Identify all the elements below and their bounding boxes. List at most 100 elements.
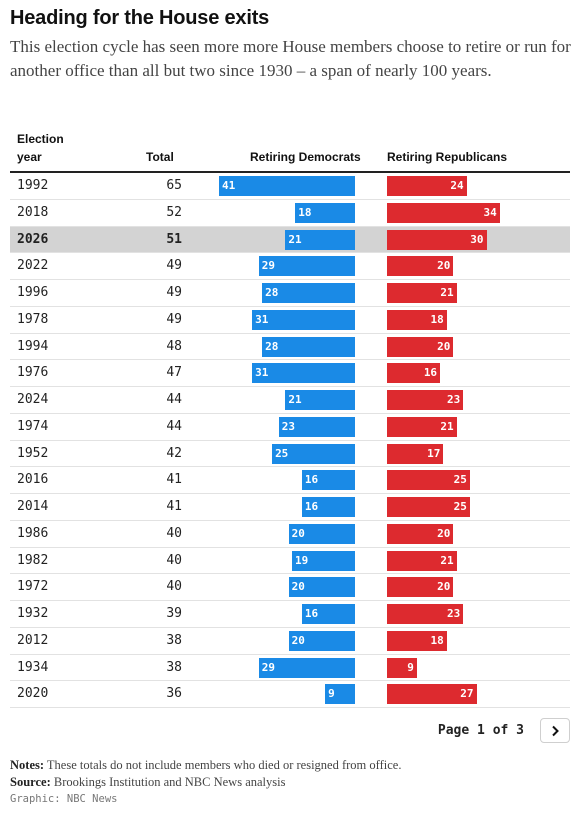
graphic-credit: Graphic: NBC News bbox=[10, 793, 118, 805]
total-cell: 41 bbox=[166, 499, 182, 514]
republican-bar-label: 27 bbox=[460, 687, 474, 701]
total-cell: 39 bbox=[166, 606, 182, 621]
next-page-button[interactable] bbox=[540, 718, 570, 743]
year-cell: 2026 bbox=[17, 231, 49, 247]
democrat-bar-label: 16 bbox=[304, 500, 319, 513]
republican-bar: 34 bbox=[387, 202, 500, 223]
year-cell: 1978 bbox=[17, 311, 49, 327]
democrat-bar-label: 16 bbox=[304, 607, 319, 620]
source-text: Brookings Institution and NBC News analy… bbox=[50, 775, 286, 789]
year-cell: 1972 bbox=[17, 579, 49, 595]
republican-bar-label: 21 bbox=[440, 419, 454, 433]
table-row: 1978 49 31 18 bbox=[10, 307, 570, 334]
year-cell: 2024 bbox=[17, 392, 49, 407]
democrat-bar: 9 bbox=[325, 684, 355, 705]
notes-line: Notes: These totals do not include membe… bbox=[10, 757, 401, 774]
democrat-bar-label: 41 bbox=[222, 179, 236, 192]
democrat-bar-label: 29 bbox=[261, 660, 276, 674]
page-indicator: Page 1 of 3 bbox=[437, 723, 524, 738]
republican-bar: 25 bbox=[387, 497, 470, 517]
republican-bar-label: 23 bbox=[447, 393, 461, 406]
table-row: 2024 44 21 23 bbox=[10, 387, 570, 414]
table-row: 1976 47 31 16 bbox=[10, 360, 570, 387]
democrat-bar: 16 bbox=[301, 604, 355, 624]
democrat-bar-label: 29 bbox=[261, 259, 276, 273]
total-cell: 48 bbox=[166, 338, 182, 354]
chart-title: Heading for the House exits bbox=[10, 7, 270, 29]
total-cell: 65 bbox=[166, 178, 182, 193]
republican-bar-label: 25 bbox=[453, 473, 467, 487]
table-row: 2022 49 29 20 bbox=[10, 253, 570, 280]
republican-bar: 23 bbox=[387, 604, 464, 624]
democrat-bar-label: 20 bbox=[291, 580, 305, 594]
democrat-bar: 28 bbox=[262, 336, 355, 357]
republican-bar-label: 23 bbox=[447, 607, 461, 620]
total-cell: 51 bbox=[166, 231, 182, 247]
year-cell: 1976 bbox=[17, 365, 49, 381]
democrat-bar-label: 20 bbox=[291, 633, 305, 647]
table-row: 1974 44 23 21 bbox=[10, 414, 570, 441]
pagination: Page 1 of 3 bbox=[438, 718, 570, 743]
republican-bar-label: 21 bbox=[440, 553, 454, 567]
democrat-bar-label: 21 bbox=[288, 393, 302, 406]
republican-bar: 18 bbox=[387, 309, 447, 330]
total-cell: 41 bbox=[166, 472, 182, 488]
republican-bar-label: 20 bbox=[437, 526, 451, 540]
table-row: 2012 38 20 18 bbox=[10, 628, 570, 655]
year-cell: 2022 bbox=[17, 258, 49, 274]
table-row: 1932 39 16 23 bbox=[10, 601, 570, 628]
year-cell: 1934 bbox=[17, 659, 49, 675]
total-cell: 47 bbox=[166, 365, 182, 381]
column-header-republicans: Retiring Republicans bbox=[387, 150, 508, 164]
democrat-bar: 20 bbox=[288, 523, 355, 544]
republican-bar-label: 34 bbox=[483, 205, 497, 219]
year-cell: 1982 bbox=[17, 552, 49, 568]
total-cell: 44 bbox=[166, 392, 182, 407]
year-cell: 1974 bbox=[17, 418, 49, 434]
democrat-bar: 28 bbox=[262, 283, 355, 303]
democrat-bar: 29 bbox=[258, 657, 355, 678]
year-cell: 1996 bbox=[17, 285, 49, 300]
republican-bar: 27 bbox=[387, 684, 477, 705]
republican-bar: 21 bbox=[387, 550, 457, 571]
democrat-bar: 18 bbox=[295, 202, 355, 223]
republican-bar-label: 20 bbox=[437, 259, 451, 273]
democrat-bar-label: 19 bbox=[294, 553, 309, 567]
year-cell: 1992 bbox=[17, 178, 49, 193]
year-cell: 1994 bbox=[17, 338, 49, 354]
total-cell: 49 bbox=[166, 311, 182, 327]
table-row: 1972 40 20 20 bbox=[10, 574, 570, 601]
table-row: 2014 41 16 25 bbox=[10, 494, 570, 521]
republican-bar: 17 bbox=[387, 443, 444, 464]
republican-bar-label: 25 bbox=[453, 500, 467, 513]
democrat-bar-label: 20 bbox=[291, 526, 305, 540]
total-cell: 49 bbox=[166, 258, 182, 274]
republican-bar: 21 bbox=[387, 283, 457, 303]
republican-bar: 30 bbox=[387, 229, 487, 250]
republican-bar: 23 bbox=[387, 390, 464, 410]
democrat-bar: 19 bbox=[291, 550, 355, 571]
republican-bar: 20 bbox=[387, 336, 454, 357]
total-cell: 36 bbox=[166, 686, 182, 702]
democrat-bar: 25 bbox=[272, 443, 355, 464]
year-cell: 1986 bbox=[17, 525, 49, 541]
democrat-bar-label: 28 bbox=[265, 339, 279, 353]
democrat-bar: 31 bbox=[252, 363, 355, 384]
democrat-bar-label: 28 bbox=[265, 286, 279, 299]
democrat-bar: 20 bbox=[288, 577, 355, 598]
democrat-bar-label: 31 bbox=[255, 366, 269, 380]
republican-bar: 21 bbox=[387, 416, 457, 437]
republican-bar: 20 bbox=[387, 256, 454, 277]
republican-bar-label: 24 bbox=[450, 179, 464, 192]
democrat-bar: 31 bbox=[252, 309, 355, 330]
year-cell: 2012 bbox=[17, 632, 49, 648]
total-cell: 38 bbox=[166, 632, 182, 648]
democrat-bar: 16 bbox=[301, 470, 355, 491]
total-cell: 40 bbox=[166, 525, 182, 541]
republican-bar: 9 bbox=[387, 657, 417, 678]
year-cell: 1952 bbox=[17, 445, 49, 461]
total-cell: 49 bbox=[166, 285, 182, 300]
democrat-bar-label: 21 bbox=[288, 232, 302, 246]
total-cell: 42 bbox=[166, 445, 182, 461]
year-cell: 2018 bbox=[17, 204, 49, 220]
